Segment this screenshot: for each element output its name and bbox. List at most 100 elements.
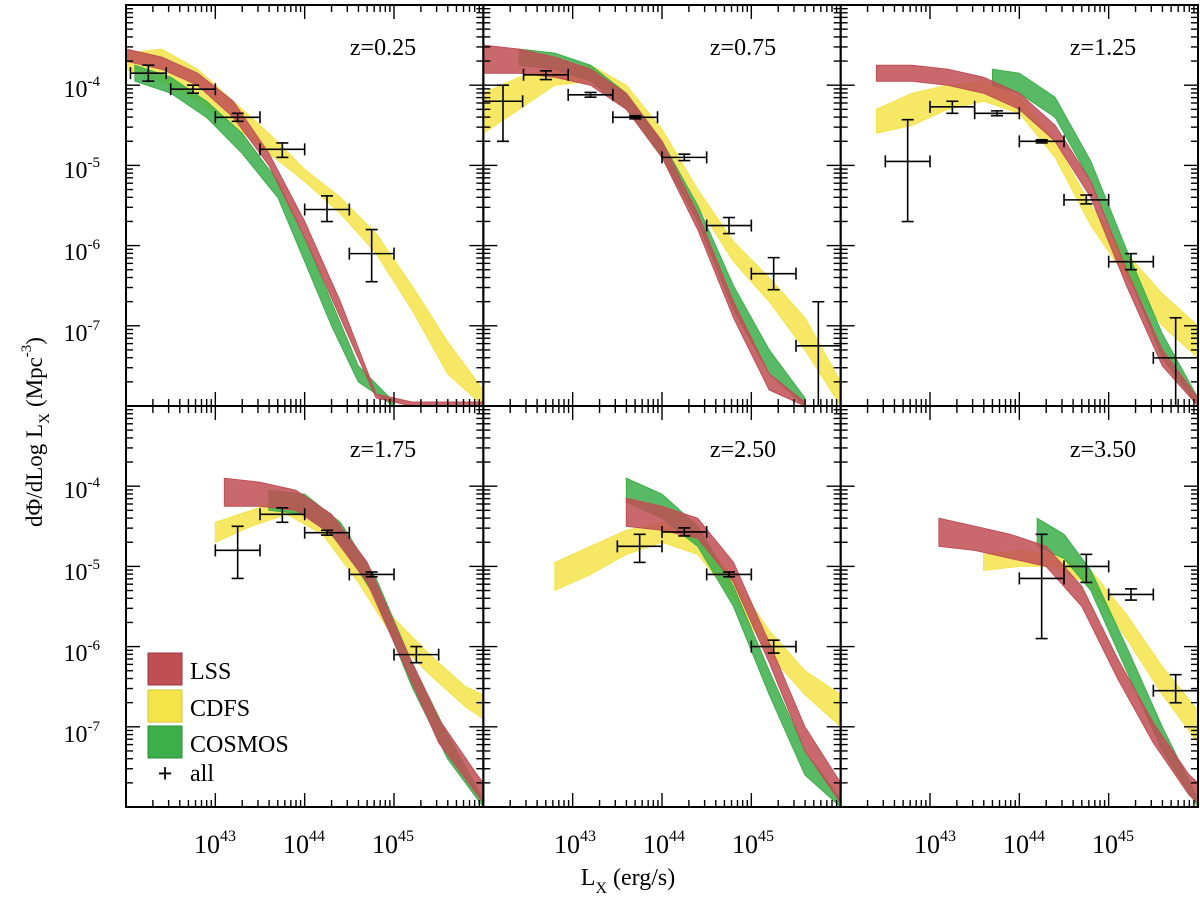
x-tick-label: 1045	[732, 828, 774, 859]
data-point	[1018, 135, 1065, 148]
band-lss	[875, 64, 1199, 406]
panel-plot-area	[875, 64, 1199, 406]
data-point	[612, 111, 659, 124]
panel-title-z175: z=1.75	[350, 437, 416, 463]
panel-3	[125, 405, 485, 808]
data-point	[567, 88, 614, 101]
legend-swatch-cosmos	[147, 725, 183, 759]
panel-5	[839, 405, 1200, 808]
panel-0	[125, 4, 485, 407]
panel-ticks	[840, 5, 1198, 406]
data-point	[214, 111, 261, 124]
data-point	[1152, 673, 1199, 704]
data-point	[750, 256, 797, 291]
panel-ticks	[126, 406, 484, 807]
band-cosmos	[992, 68, 1199, 406]
data-point	[750, 639, 797, 654]
y-tick-label: 10-4	[64, 475, 101, 504]
x-tick-labels-col1: 1043 1044 1045	[194, 828, 414, 859]
y-tick-label: 10-6	[64, 638, 101, 667]
data-point	[705, 568, 753, 581]
panel-ticks	[483, 406, 841, 807]
panel-title-z250: z=2.50	[710, 437, 776, 463]
data-point	[393, 645, 440, 664]
panel-frame	[839, 405, 1200, 808]
data-point	[973, 107, 1021, 120]
x-tick-labels-col2: 1043 1044 1045	[554, 828, 774, 859]
panel-plot-area	[483, 44, 841, 406]
band-lss	[126, 48, 484, 406]
x-tick-label: 1043	[194, 828, 236, 859]
data-point	[303, 526, 351, 539]
y-tick-label: 10-5	[64, 557, 101, 586]
x-tick-label: 1044	[283, 828, 325, 859]
data-point	[1107, 252, 1155, 271]
legend: LSS CDFS COSMOS + all	[147, 652, 289, 788]
y-tick-label: 10-4	[64, 74, 101, 103]
panel-title-z075: z=0.75	[710, 35, 776, 61]
y-tick-labels-bottom: 10-4 10-5 10-6 10-7	[64, 475, 101, 748]
legend-label-all: all	[190, 761, 214, 787]
data-point	[929, 100, 976, 115]
data-point	[303, 195, 351, 223]
data-point	[483, 84, 524, 143]
x-tick-label: 1043	[914, 828, 956, 859]
data-point	[348, 228, 395, 283]
x-tick-label: 1044	[643, 828, 685, 859]
band-cosmos	[518, 48, 806, 406]
data-point	[214, 525, 261, 580]
data-point	[259, 507, 306, 524]
x-tick-label: 1045	[1092, 828, 1134, 859]
y-tick-labels-top: 10-4 10-5 10-6 10-7	[64, 74, 101, 347]
legend-label-lss: LSS	[190, 659, 231, 685]
data-point	[884, 118, 931, 223]
x-axis-label: LX (erg/s)	[581, 865, 675, 897]
data-point	[169, 83, 217, 96]
data-point	[259, 142, 306, 159]
panel-2	[839, 4, 1200, 407]
band-lss	[625, 497, 841, 804]
data-point	[1063, 193, 1110, 206]
panel-ticks	[126, 5, 484, 406]
panel-title-z125: z=1.25	[1070, 35, 1136, 61]
panel-plot-area	[938, 517, 1199, 807]
panel-ticks	[483, 5, 841, 406]
data-point	[1018, 533, 1065, 640]
band-cdfs	[554, 521, 841, 728]
panel-frame	[482, 405, 842, 808]
y-tick-label: 10-7	[64, 719, 101, 748]
data-point	[348, 568, 395, 581]
data-point	[1107, 588, 1155, 601]
data-point	[129, 64, 167, 82]
data-point	[795, 300, 841, 406]
x-tick-label: 1044	[1003, 828, 1045, 859]
band-cosmos	[134, 64, 395, 406]
data-point	[661, 151, 708, 164]
x-tick-labels-col3: 1043 1044 1045	[914, 828, 1134, 859]
panel-title-z025: z=0.25	[350, 35, 416, 61]
panel-4	[482, 405, 842, 808]
y-tick-label: 10-6	[64, 237, 101, 266]
data-point	[1063, 553, 1110, 584]
band-cdfs	[483, 64, 841, 406]
panel-title-z350: z=3.50	[1070, 437, 1136, 463]
panel-1	[482, 4, 842, 407]
panels	[125, 4, 1200, 808]
data-point	[616, 533, 663, 564]
legend-swatch-lss	[147, 652, 183, 686]
x-tick-label: 1045	[372, 828, 414, 859]
y-tick-label: 10-5	[64, 155, 101, 184]
legend-swatch-cdfs	[147, 689, 183, 723]
x-tick-label: 1043	[554, 828, 596, 859]
legend-label-cosmos: COSMOS	[190, 732, 289, 758]
panel-plot-area	[126, 48, 484, 406]
data-point	[705, 216, 753, 235]
data-point	[661, 525, 708, 538]
legend-marker-all: +	[158, 759, 173, 788]
y-tick-label: 10-7	[64, 318, 101, 347]
legend-label-cdfs: CDFS	[190, 696, 250, 722]
panel-plot-area	[554, 477, 841, 807]
y-axis-label: dΦ/dLog LX(Mpc-3)	[19, 337, 53, 527]
data-point	[522, 68, 570, 81]
